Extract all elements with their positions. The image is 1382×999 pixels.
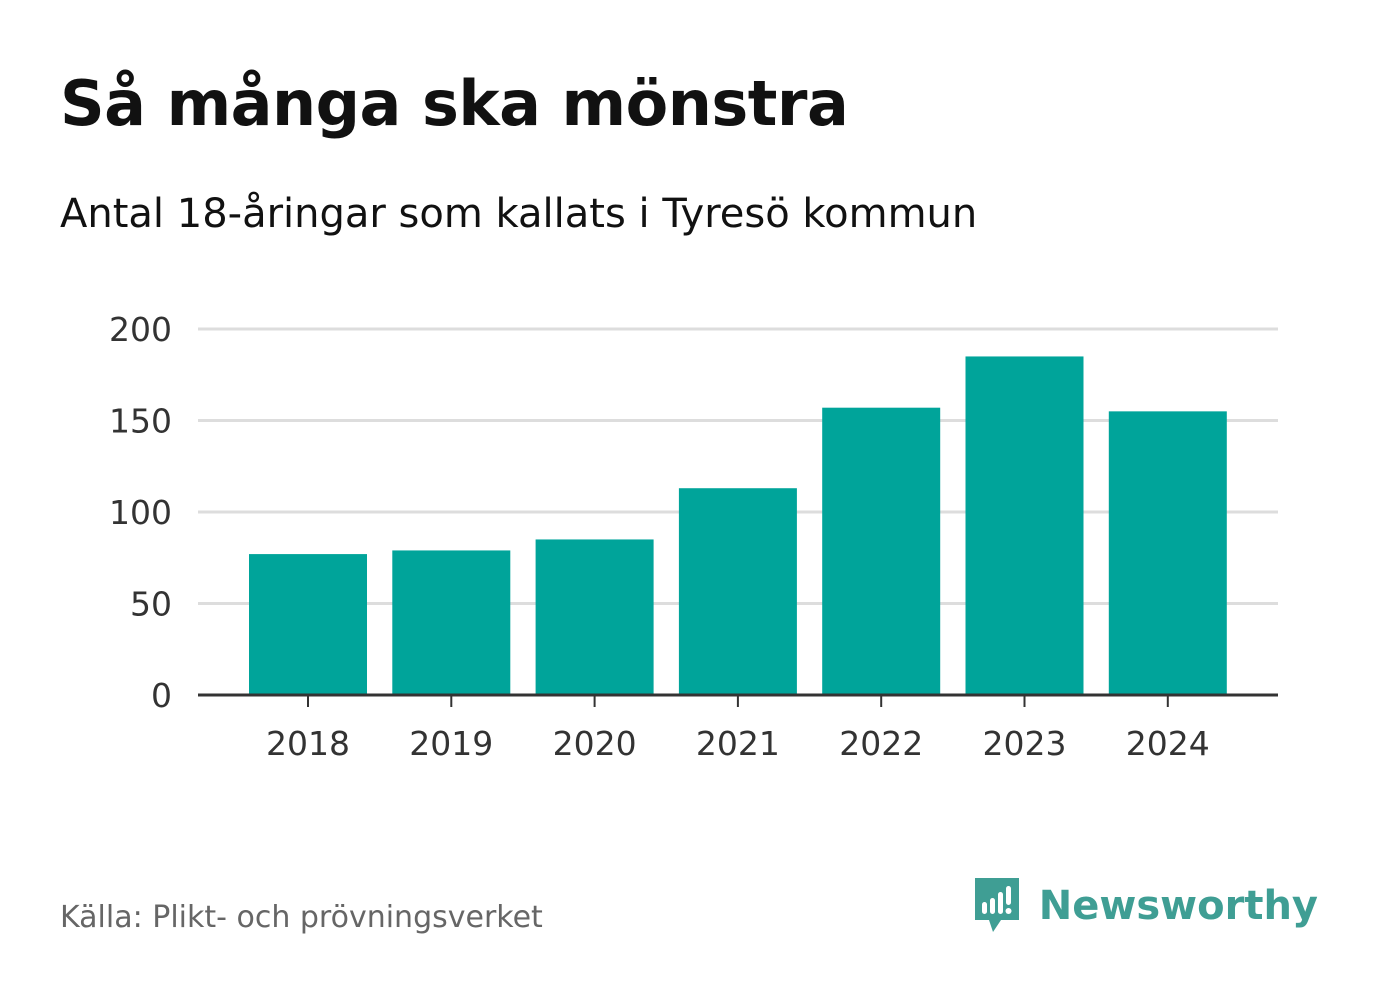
x-tick-label-2020: 2020: [553, 724, 637, 763]
y-tick-labels: 0 50 100 150 200: [109, 310, 172, 715]
chart-subtitle: Antal 18-åringar som kallats i Tyresö ko…: [60, 191, 978, 237]
chart-title: Så många ska mönstra: [60, 67, 849, 140]
x-tick-label-2018: 2018: [266, 724, 350, 763]
bar-2021: [678, 488, 797, 695]
bars: [249, 356, 1227, 695]
newsworthy-logo[interactable]: Newsworthy: [973, 876, 1318, 936]
y-tick-label: 50: [130, 585, 172, 624]
x-tick-labels: 2018 2019 2020 2021 2022 2023 2024: [266, 724, 1210, 763]
bar-2024: [1108, 411, 1227, 695]
x-tick-label-2022: 2022: [839, 724, 923, 763]
bar-2019: [392, 550, 511, 695]
x-tick-label-2019: 2019: [409, 724, 493, 763]
chat-bubble-bar-chart-icon: [974, 878, 1019, 932]
y-tick-label: 100: [109, 493, 172, 532]
x-tick-label-2023: 2023: [983, 724, 1067, 763]
source-note: Källa: Plikt- och prövningsverket: [60, 900, 543, 935]
y-tick-label: 200: [109, 310, 172, 349]
bar-2023: [965, 356, 1084, 695]
x-tick-label-2024: 2024: [1126, 724, 1210, 763]
y-tick-label: 0: [151, 676, 172, 715]
bar-2020: [535, 539, 654, 695]
y-tick-label: 150: [109, 402, 172, 441]
x-tick-label-2021: 2021: [696, 724, 780, 763]
bar-2022: [822, 407, 941, 695]
x-axis: [198, 693, 1278, 707]
bar-2018: [249, 554, 367, 695]
brand-name: Newsworthy: [1038, 883, 1318, 929]
